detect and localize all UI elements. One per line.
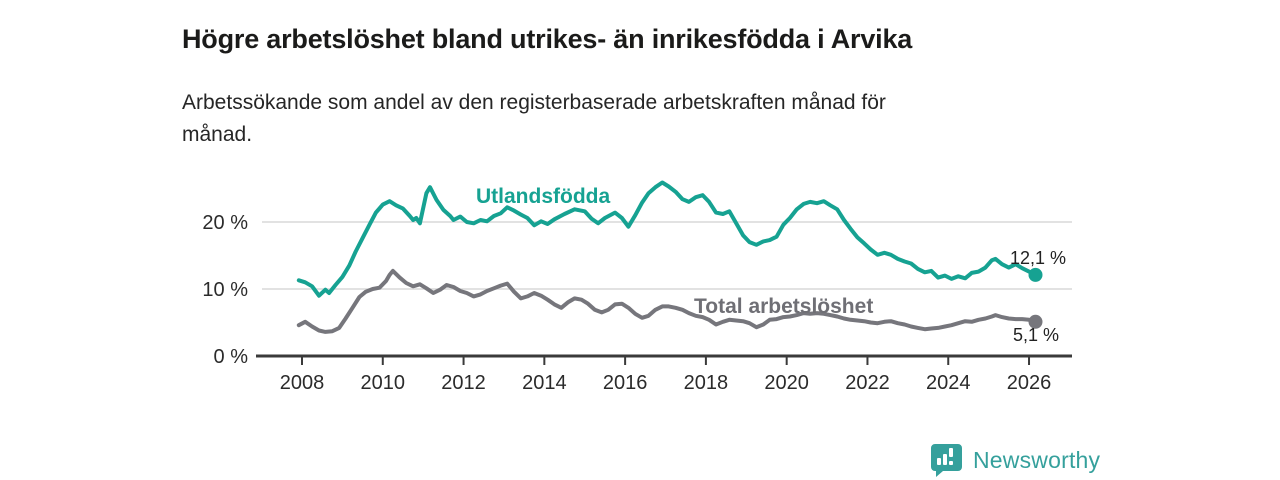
series-label-total: Total arbetslöshet (694, 295, 874, 318)
x-axis-tick-label: 2022 (845, 372, 890, 394)
x-axis-tick-label: 2014 (522, 372, 567, 394)
page-subtitle: Arbetssökande som andel av den registerb… (182, 91, 886, 146)
newsworthy-logo: Newsworthy (930, 443, 1100, 477)
newsworthy-logo-icon (931, 444, 962, 477)
x-axis-tick-label: 2008 (280, 372, 325, 394)
series-end-dot-utlandsfodda (1028, 267, 1043, 282)
x-axis-tick-label: 2026 (1007, 372, 1052, 394)
x-axis-tick-label: 2016 (603, 372, 648, 394)
x-axis-tick-label: 2010 (361, 372, 406, 394)
y-axis-label: 20 % (202, 212, 248, 234)
series-label-utlandsfodda: Utlandsfödda (476, 185, 611, 208)
series-end-dot-total (1028, 314, 1043, 329)
x-axis-tick-label: 2018 (684, 372, 729, 394)
x-axis-tick-label: 2020 (764, 372, 809, 394)
x-axis-tick-label: 2024 (926, 372, 971, 394)
end-value-total: 5,1 % (1013, 325, 1060, 345)
y-axis-label: 0 % (214, 346, 249, 368)
series-line-utlandsfodda (296, 180, 1038, 298)
y-axis-label: 10 % (202, 279, 248, 301)
newsworthy-logo-text: Newsworthy (973, 446, 1101, 473)
x-axis-tick-label: 2012 (441, 372, 486, 394)
end-value-utlandsfodda: 12,1 % (1010, 248, 1067, 268)
page-title: Högre arbetslöshet bland utrikes- än inr… (182, 24, 913, 55)
series-line-total (296, 268, 1038, 334)
